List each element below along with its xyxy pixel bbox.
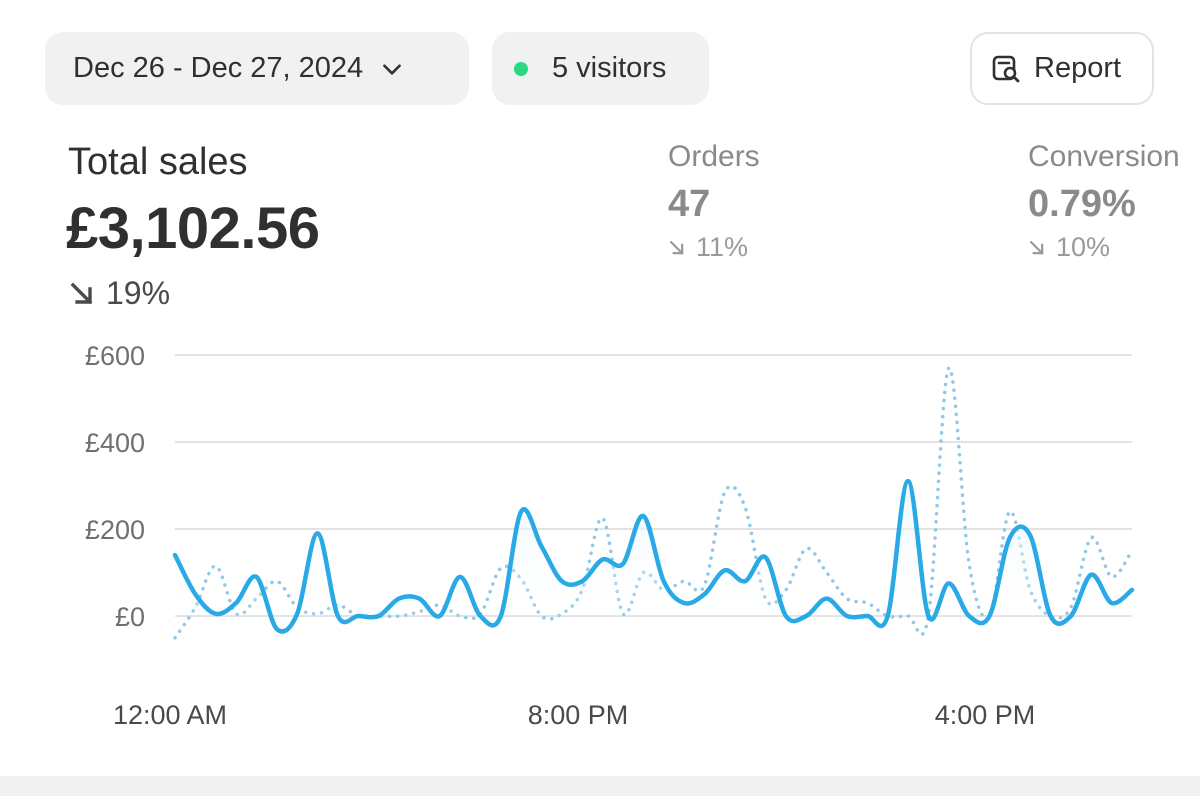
y-tick-label: £400: [85, 428, 145, 458]
conversion-change: 10%: [1028, 232, 1110, 263]
total-sales-label: Total sales: [68, 141, 248, 183]
live-status-dot: [514, 61, 528, 76]
x-tick-label: 12:00 AM: [113, 700, 227, 730]
chevron-down-icon: [383, 63, 402, 75]
total-sales-change: 19%: [68, 275, 170, 312]
comparison-series-line: [173, 366, 1134, 640]
live-visitors-badge[interactable]: 5 visitors: [492, 32, 709, 105]
arrow-down-right-icon: [70, 282, 93, 304]
y-tick-label: £200: [85, 515, 145, 545]
x-tick-label: 8:00 PM: [528, 700, 629, 730]
report-button[interactable]: Report: [970, 32, 1154, 105]
current-series-line: [172, 478, 1135, 634]
y-tick-label: £0: [115, 602, 145, 632]
visitors-count: 5 visitors: [552, 52, 667, 84]
arrow-down-right-icon: [1029, 240, 1044, 255]
total-sales-value: £3,102.56: [66, 196, 320, 261]
total-sales-change-value: 19%: [106, 275, 171, 311]
conversion-label: Conversion: [1028, 140, 1180, 173]
footer-bar: [0, 776, 1200, 796]
date-range-picker[interactable]: Dec 26 - Dec 27, 2024: [45, 32, 469, 105]
conversion-value: 0.79%: [1028, 183, 1136, 225]
orders-label: Orders: [668, 140, 760, 173]
date-range-label: Dec 26 - Dec 27, 2024: [73, 52, 364, 84]
orders-value: 47: [668, 183, 711, 225]
y-tick-label: £600: [85, 341, 145, 371]
x-tick-label: 4:00 PM: [935, 700, 1036, 730]
report-label: Report: [1034, 52, 1122, 84]
series-area: [175, 481, 1132, 632]
arrow-down-right-icon: [669, 240, 684, 255]
conversion-change-value: 10%: [1056, 232, 1111, 262]
orders-change-value: 11%: [696, 232, 749, 262]
sales-line-chart: £600 £400 £200 £0 12:00 AM 8:00 PM 4:00 PM: [85, 341, 1135, 730]
report-search-icon: [992, 55, 1020, 82]
orders-change: 11%: [668, 232, 748, 263]
